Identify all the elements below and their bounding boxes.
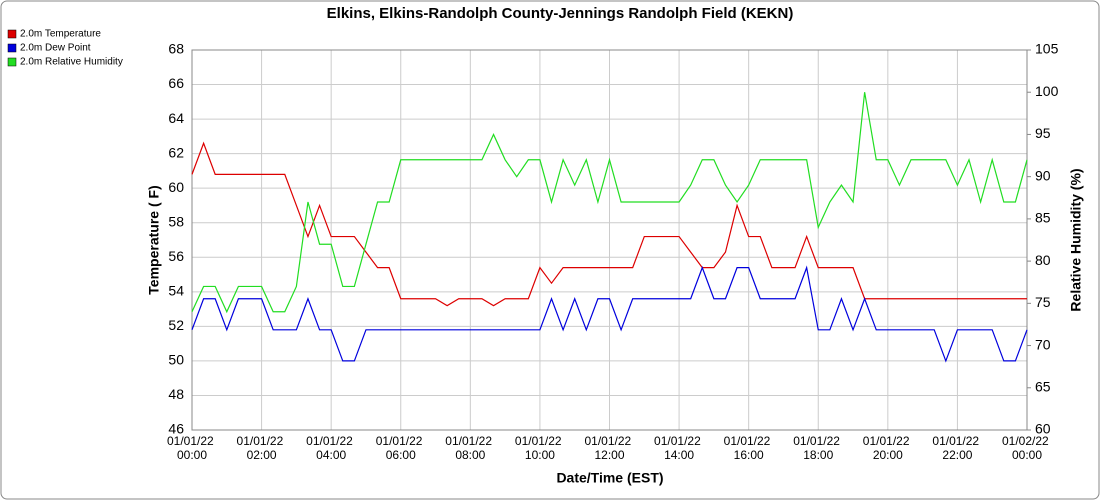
y-tick-label: 50 xyxy=(168,352,184,368)
y-tick-label: 52 xyxy=(168,317,184,333)
legend-swatch xyxy=(7,43,17,53)
y2-tick-label: 105 xyxy=(1035,41,1059,57)
y-tick-label: 46 xyxy=(168,421,184,437)
legend-label: 2.0m Dew Point xyxy=(20,43,91,54)
y-tick-label: 66 xyxy=(168,75,184,91)
y2-tick-label: 95 xyxy=(1035,125,1051,141)
y2-tick-label: 65 xyxy=(1035,378,1051,394)
y-tick-label: 58 xyxy=(168,213,184,229)
y-tick-label: 54 xyxy=(168,283,184,299)
y2-tick-label: 60 xyxy=(1035,421,1051,437)
series-line xyxy=(191,141,1027,307)
y2-tick-label: 80 xyxy=(1035,252,1051,268)
y-tick-label: 60 xyxy=(168,179,184,195)
y2-tick-label: 75 xyxy=(1035,294,1051,310)
x-tick-label: 01/01/22 14:00 xyxy=(654,434,704,462)
y-axis-title: Temperature ( F) xyxy=(146,185,162,294)
y2-tick-label: 90 xyxy=(1035,167,1051,183)
y2-tick-label: 85 xyxy=(1035,210,1051,226)
x-tick-label: 01/02/22 00:00 xyxy=(1002,434,1052,462)
x-tick-label: 01/01/22 08:00 xyxy=(445,434,495,462)
x-tick-label: 01/01/22 20:00 xyxy=(863,434,913,462)
legend-label: 2.0m Temperature xyxy=(20,29,101,40)
chart-title: Elkins, Elkins-Randolph County-Jennings … xyxy=(327,5,794,22)
y-tick-label: 62 xyxy=(168,144,184,160)
series-line xyxy=(191,265,1028,363)
x-tick-label: 01/01/22 00:00 xyxy=(167,434,217,462)
x-tick-label: 01/01/22 10:00 xyxy=(515,434,565,462)
x-tick-label: 01/01/22 02:00 xyxy=(237,434,287,462)
x-tick-label: 01/01/22 12:00 xyxy=(584,434,634,462)
series-line xyxy=(191,92,1028,314)
y-tick-label: 68 xyxy=(168,41,184,57)
y-tick-label: 56 xyxy=(168,248,184,264)
legend-swatch xyxy=(7,29,17,39)
x-axis-title: Date/Time (EST) xyxy=(556,470,663,486)
y2-tick-label: 100 xyxy=(1035,83,1059,99)
y-tick-label: 48 xyxy=(168,386,184,402)
legend-swatch xyxy=(7,57,17,67)
plot-border xyxy=(191,49,1028,431)
y-tick-label: 64 xyxy=(168,110,184,126)
x-tick-label: 01/01/22 22:00 xyxy=(932,434,982,462)
legend-label: 2.0m Relative Humidity xyxy=(20,57,123,68)
x-tick-label: 01/01/22 04:00 xyxy=(306,434,356,462)
x-tick-label: 01/01/22 16:00 xyxy=(724,434,774,462)
y2-axis-title: Relative Humidity (%) xyxy=(1068,168,1084,311)
x-tick-label: 01/01/22 06:00 xyxy=(376,434,426,462)
y2-tick-label: 70 xyxy=(1035,336,1051,352)
x-tick-label: 01/01/22 18:00 xyxy=(793,434,843,462)
